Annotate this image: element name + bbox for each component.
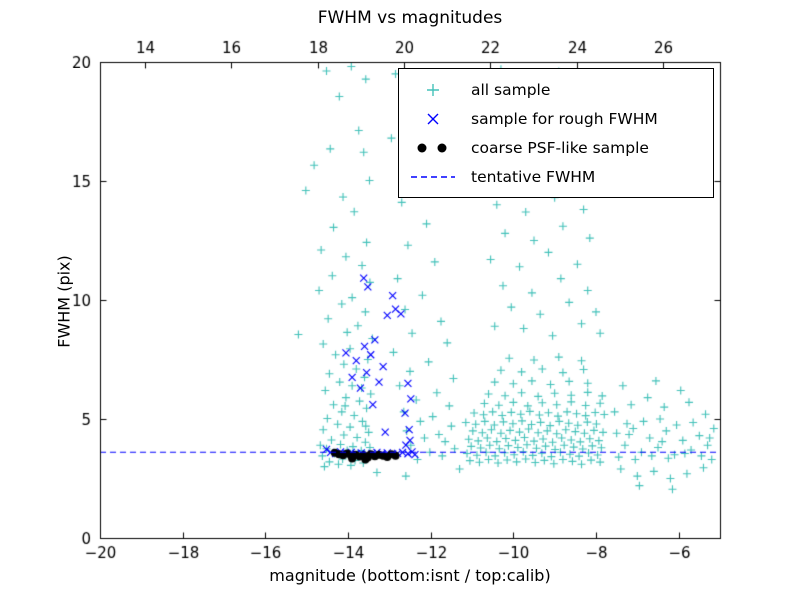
dot-marker-icon	[405, 138, 461, 158]
legend-label: coarse PSF-like sample	[471, 138, 649, 157]
legend-entry-all-sample: all sample	[405, 75, 705, 104]
legend-label: tentative FWHM	[471, 167, 596, 186]
x-marker-icon	[405, 109, 461, 129]
y-axis-label: FWHM (pix)	[54, 255, 74, 348]
legend-entry-rough-fwhm: sample for rough FWHM	[405, 104, 705, 133]
x-axis-label: magnitude (bottom:isnt / top:calib)	[269, 566, 551, 585]
legend-label: sample for rough FWHM	[471, 109, 658, 128]
dashed-line-icon	[405, 167, 461, 187]
legend-entry-tentative-fwhm: tentative FWHM	[405, 162, 705, 191]
legend-label: all sample	[471, 80, 551, 99]
legend-entry-coarse-psf: coarse PSF-like sample	[405, 133, 705, 162]
legend: all sample sample for rough FWHM coarse …	[398, 68, 714, 198]
plus-marker-icon	[405, 80, 461, 100]
chart-title: FWHM vs magnitudes	[317, 8, 503, 28]
